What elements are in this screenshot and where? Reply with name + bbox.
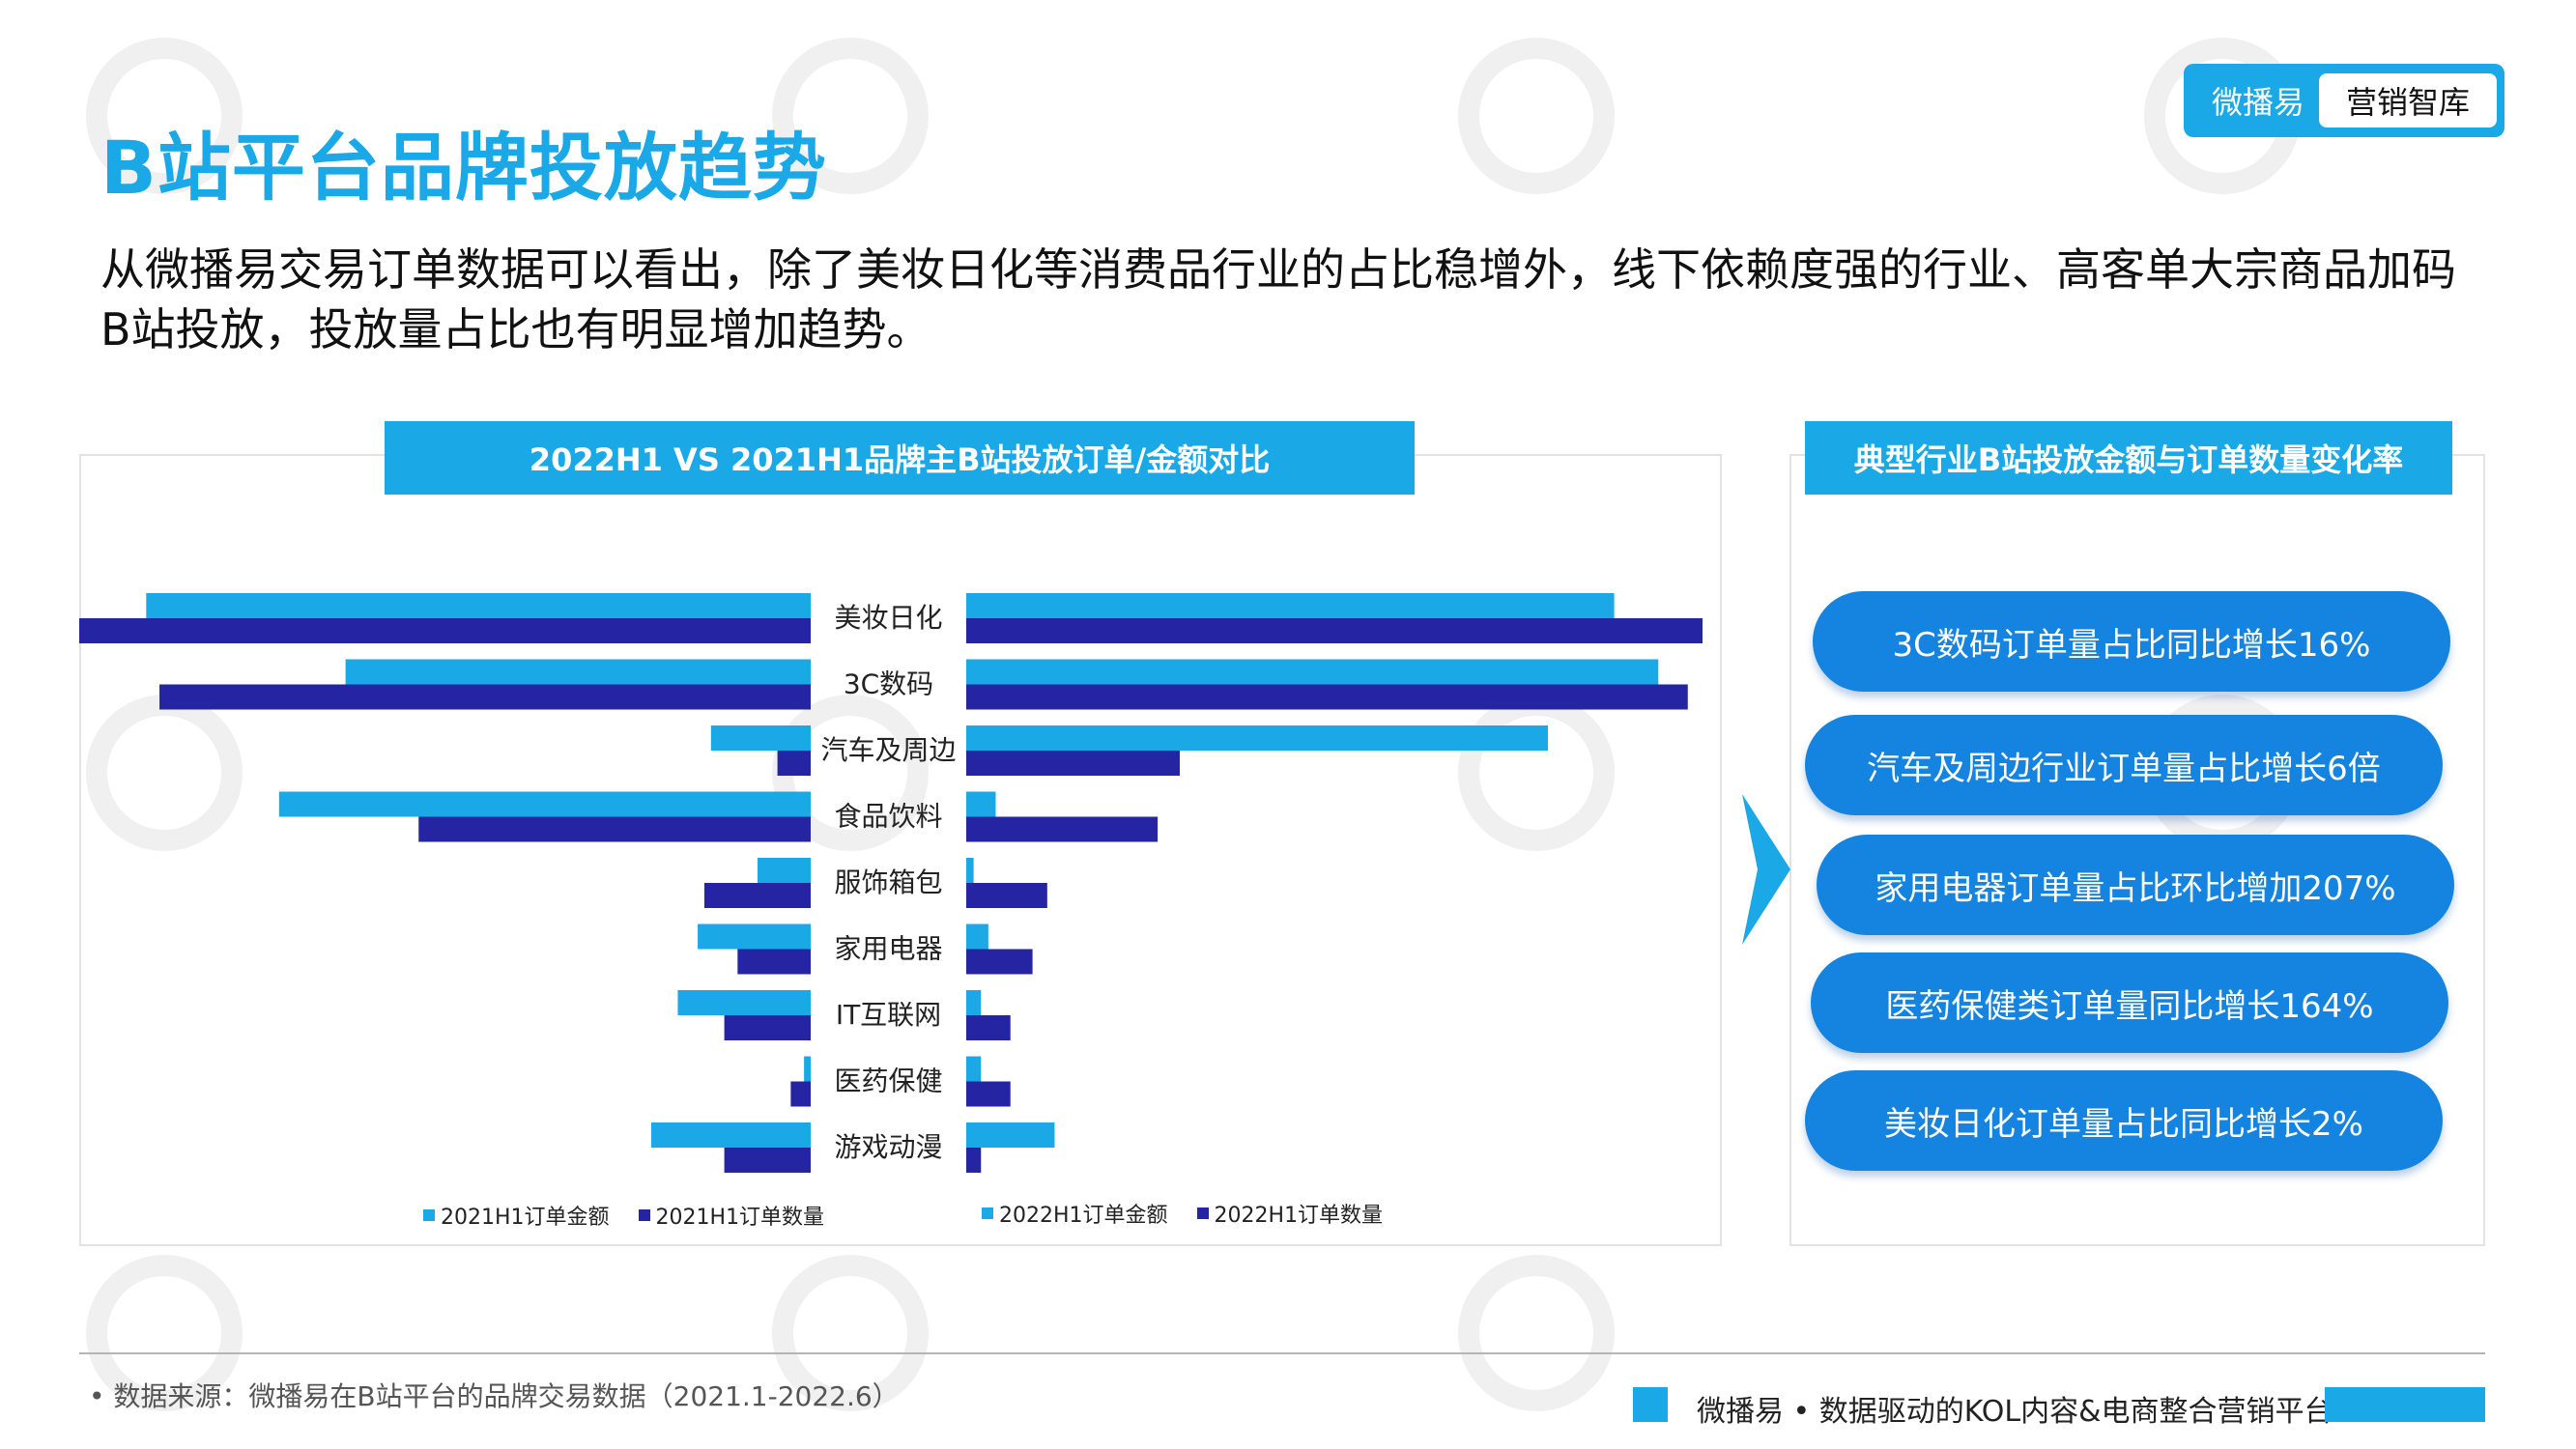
bar-2021-amount (710, 725, 811, 751)
footer-tagline: 微播易 • 数据驱动的KOL内容&电商整合营销平台 (1697, 1395, 2333, 1429)
bar-2022-orders (966, 1081, 1011, 1107)
bar-2021-amount (677, 990, 811, 1015)
bar-2021-amount (757, 858, 811, 883)
bar-2022-orders (966, 949, 1033, 975)
growth-pill: 3C数码订单量占比同比增长16% (1813, 591, 2450, 692)
bar-2022-amount (966, 659, 1659, 685)
footer-accent-bar (2325, 1387, 2485, 1422)
bar-2021-amount (278, 791, 811, 817)
growth-pill: 家用电器订单量占比环比增加207% (1817, 835, 2454, 935)
arrow-right-icon (1742, 794, 1790, 945)
bar-2022-orders (966, 1148, 982, 1173)
bar-2022-orders (966, 1015, 1011, 1040)
bar-2021-amount (146, 593, 811, 618)
intro-text: 从微播易交易订单数据可以看出，除了美妆日化等消费品行业的占比稳增外，线下依赖度强… (100, 243, 2456, 355)
bar-2021-amount (650, 1122, 811, 1148)
category-label: 游戏动漫 (834, 1131, 942, 1163)
growth-pill: 美妆日化订单量占比同比增长2% (1805, 1070, 2443, 1171)
category-label: 汽车及周边 (820, 734, 956, 766)
bar-2021-orders (703, 883, 811, 908)
legend-label: 2022H1订单数量 (1214, 1204, 1384, 1228)
bar-2022-orders (966, 816, 1159, 842)
category-label: 食品饮料 (834, 801, 942, 833)
bar-2021-orders (777, 751, 811, 776)
growth-pill: 汽车及周边行业订单量占比增长6倍 (1805, 715, 2443, 815)
category-label: 3C数码 (844, 668, 933, 700)
bar-2021-orders (790, 1081, 811, 1107)
bar-2022-amount (966, 858, 974, 883)
legend-label: 2022H1订单金额 (999, 1204, 1168, 1228)
bar-2021-orders (737, 949, 811, 975)
footer-accent-block (1633, 1387, 1668, 1422)
category-label: IT互联网 (836, 999, 941, 1031)
bar-2022-amount (966, 990, 982, 1015)
bar-2021-amount (345, 659, 811, 685)
bar-2021-amount (698, 923, 811, 950)
footer-divider (79, 1352, 2485, 1354)
legend-swatch (638, 1209, 650, 1221)
bar-2021-amount (804, 1056, 811, 1082)
bar-2021-orders (418, 816, 811, 842)
chart-panel-title: 2022H1 VS 2021H1品牌主B站投放订单/金额对比 (385, 421, 1415, 495)
legend-label: 2021H1订单数量 (655, 1206, 825, 1230)
legend-swatch (423, 1209, 435, 1221)
bar-2022-amount (966, 1122, 1055, 1148)
bar-2021-orders (159, 684, 811, 710)
bar-2022-amount (966, 791, 996, 817)
bar-2022-amount (966, 923, 988, 950)
data-source: • 数据来源：微播易在B站平台的品牌交易数据（2021.1-2022.6） (89, 1380, 900, 1412)
bar-2021-orders (724, 1148, 811, 1173)
category-label: 医药保健 (834, 1065, 942, 1097)
brand-tag: 营销智库 (2319, 73, 2497, 128)
bar-2022-orders (966, 684, 1688, 710)
bar-2022-amount (966, 1056, 982, 1082)
bar-2022-orders (966, 751, 1180, 776)
bar-2022-orders (966, 883, 1047, 908)
bar-2022-orders (966, 618, 1703, 643)
bar-2022-amount (966, 725, 1548, 751)
watermark-mark (1458, 38, 1615, 194)
bar-2021-orders (724, 1015, 811, 1040)
legend-label: 2021H1订单金额 (441, 1206, 610, 1230)
growth-pill: 医药保健类订单量同比增长164% (1811, 952, 2448, 1053)
bar-2021-orders (79, 618, 811, 643)
legend-swatch (1196, 1208, 1209, 1219)
category-label: 家用电器 (834, 933, 942, 965)
legend-2021: 2021H1订单金额 2021H1订单数量 (423, 1200, 824, 1231)
category-label: 服饰箱包 (834, 867, 942, 898)
brand-name: 微播易 (2211, 84, 2304, 121)
legend-swatch (982, 1208, 993, 1219)
legend-2022: 2022H1订单金额 2022H1订单数量 (982, 1198, 1383, 1229)
category-label: 美妆日化 (834, 602, 942, 634)
watermark-mark (1458, 1255, 1615, 1411)
bar-2022-amount (966, 593, 1615, 618)
page-title: B站平台品牌投放趋势 (100, 125, 827, 211)
growth-panel-title: 典型行业B站投放金额与订单数量变化率 (1805, 421, 2452, 495)
brand-badge: 微播易 营销智库 (2184, 64, 2504, 137)
